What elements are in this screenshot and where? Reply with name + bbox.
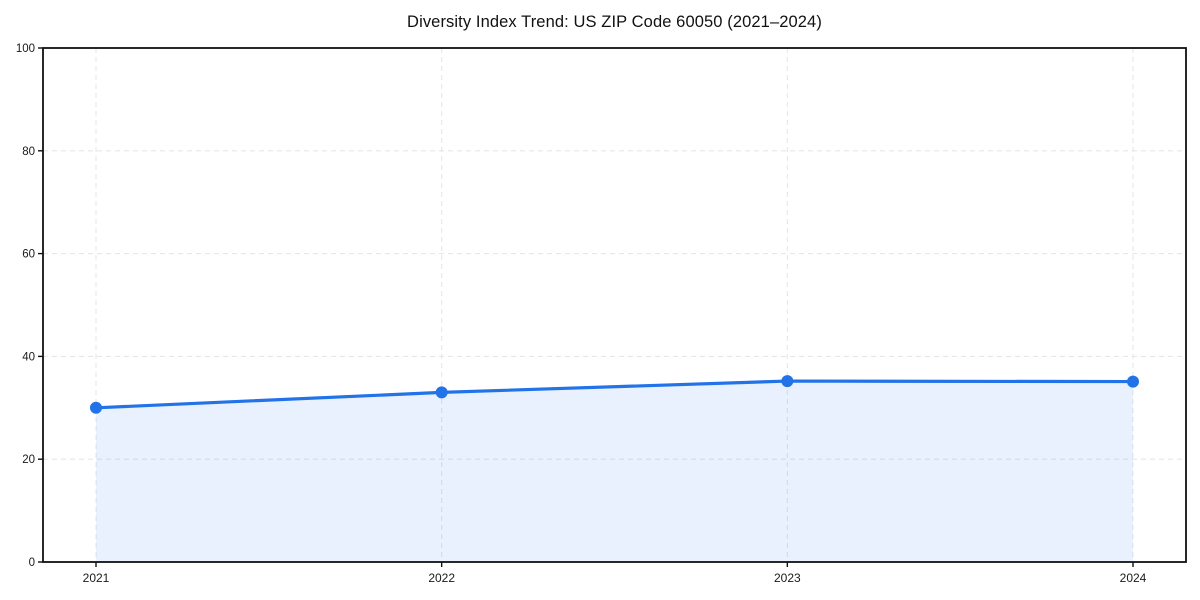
y-tick-label: 80 — [22, 146, 35, 158]
y-tick-label: 20 — [22, 454, 35, 466]
data-point-2023 — [781, 375, 794, 388]
x-tick-label: 2023 — [774, 571, 801, 585]
y-tick-label: 40 — [22, 351, 35, 363]
area-fill — [96, 381, 1133, 562]
y-tick-label: 100 — [16, 43, 35, 55]
y-tick-label: 0 — [29, 557, 35, 569]
x-tick-label: 2022 — [428, 571, 455, 585]
trend-line — [94, 379, 1135, 410]
data-point-2024 — [1127, 375, 1139, 388]
data-point-2021 — [90, 401, 102, 414]
y-tick-label: 60 — [22, 249, 35, 261]
plot-border — [42, 47, 1187, 563]
x-tick-label: 2024 — [1120, 571, 1147, 585]
data-point-2022 — [435, 386, 448, 399]
x-tick-label: 2021 — [83, 571, 110, 585]
chart-title: Diversity Index Trend: US ZIP Code 60050… — [407, 13, 822, 31]
